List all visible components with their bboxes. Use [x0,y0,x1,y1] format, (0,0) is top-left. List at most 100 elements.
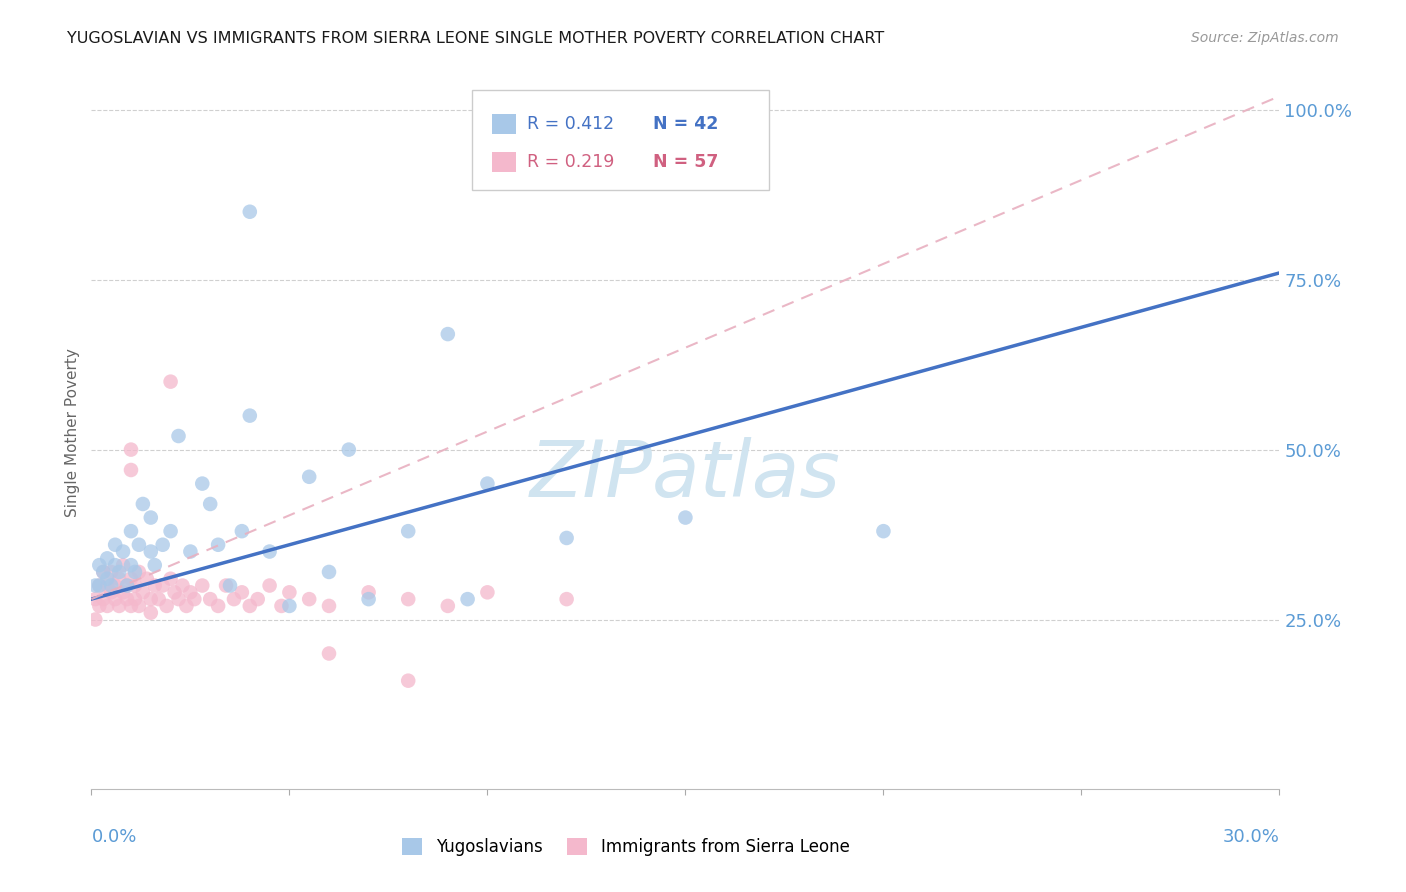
Point [270,599,292,613]
Point [120,463,142,477]
Point [278,585,301,599]
Point [396,592,419,607]
Point [318,599,340,613]
Point [120,524,142,538]
Point [231,585,253,599]
Point [104,538,127,552]
Point [120,442,142,457]
Point [152,578,174,592]
Point [259,544,281,558]
Point [124,592,146,607]
Point [148,592,170,607]
Point [84,592,107,607]
Point [219,578,242,592]
Text: Source: ZipAtlas.com: Source: ZipAtlas.com [1191,31,1339,45]
Point [167,429,190,443]
Point [96,578,118,592]
Point [115,578,138,592]
Point [108,599,131,613]
Point [108,565,131,579]
Point [357,585,380,599]
Point [139,606,162,620]
Point [246,592,269,607]
Point [91,565,114,579]
Legend: Yugoslavians, Immigrants from Sierra Leone: Yugoslavians, Immigrants from Sierra Leo… [395,831,856,863]
Point [128,538,150,552]
Point [396,673,419,688]
Bar [492,152,516,172]
Point [132,497,155,511]
Point [200,592,222,607]
Point [298,470,321,484]
Point [176,599,198,613]
Point [124,578,146,592]
Bar [492,113,516,134]
Point [179,544,201,558]
Point [139,510,162,524]
Point [337,442,360,457]
Point [673,510,696,524]
Point [357,592,380,607]
Point [215,578,238,592]
Point [89,578,111,592]
Point [128,599,150,613]
Point [200,497,222,511]
Y-axis label: Single Mother Poverty: Single Mother Poverty [65,348,80,517]
Point [104,578,127,592]
Point [128,565,150,579]
Point [156,599,179,613]
Point [159,375,181,389]
Point [143,558,166,573]
Point [139,592,162,607]
Point [318,647,340,661]
Point [89,558,111,573]
Point [183,592,205,607]
Point [555,592,578,607]
Text: YUGOSLAVIAN VS IMMIGRANTS FROM SIERRA LEONE SINGLE MOTHER POVERTY CORRELATION CH: YUGOSLAVIAN VS IMMIGRANTS FROM SIERRA LE… [67,31,884,46]
Point [143,578,166,592]
Point [112,544,135,558]
Point [555,531,578,545]
Text: 30.0%: 30.0% [1223,828,1279,846]
Point [112,585,135,599]
Point [436,327,458,342]
Point [96,599,118,613]
Point [191,578,214,592]
Point [91,592,114,607]
Point [84,613,107,627]
Point [100,578,122,592]
Point [278,599,301,613]
Point [207,599,229,613]
Point [259,578,281,592]
Point [120,572,142,586]
Point [89,578,111,592]
Point [239,599,262,613]
Point [179,585,201,599]
Point [477,585,499,599]
Point [124,565,146,579]
Point [222,592,245,607]
Point [167,592,190,607]
Point [239,204,262,219]
Point [100,585,122,599]
Point [163,585,186,599]
Point [318,565,340,579]
Point [120,599,142,613]
Point [172,578,194,592]
Point [96,572,118,586]
Text: N = 57: N = 57 [654,153,718,170]
Point [132,585,155,599]
Point [115,592,138,607]
Point [135,572,157,586]
Point [112,558,135,573]
Point [91,565,114,579]
Text: 0.0%: 0.0% [91,828,136,846]
Point [872,524,894,538]
Point [159,572,181,586]
Text: N = 42: N = 42 [654,115,718,133]
Point [139,544,162,558]
Point [207,538,229,552]
FancyBboxPatch shape [471,90,769,190]
Point [298,592,321,607]
Point [457,592,479,607]
